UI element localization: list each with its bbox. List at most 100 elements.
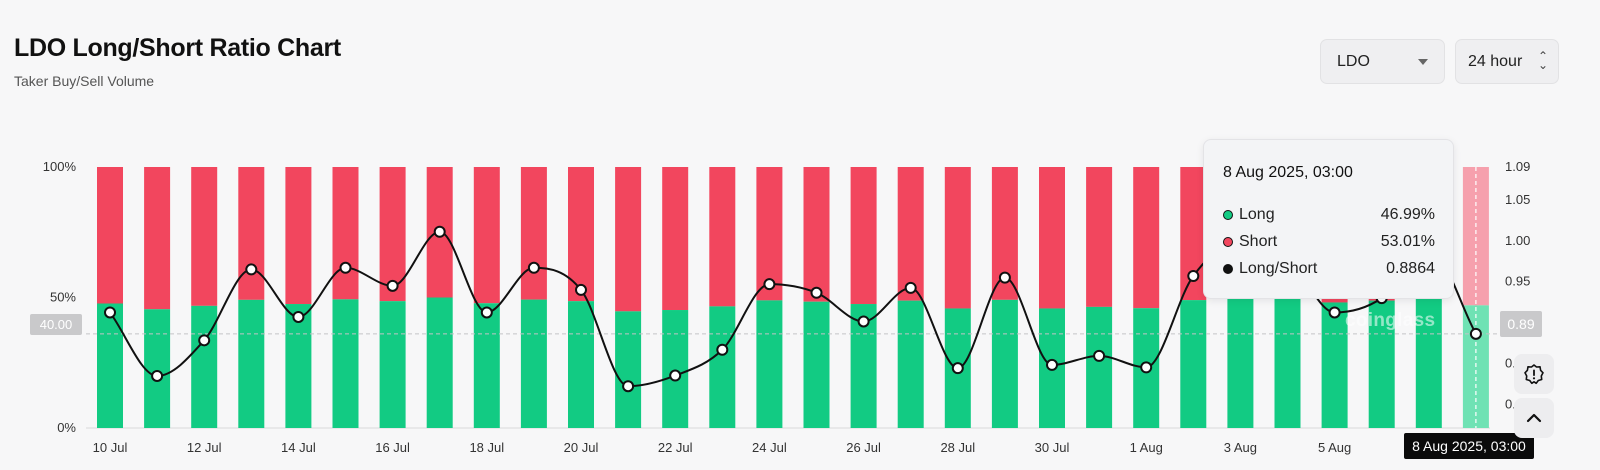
short-bar — [803, 167, 830, 302]
x-axis: 10 Jul 12 Jul 14 Jul 16 Jul 18 Jul 20 Jul 22 J… — [93, 440, 1352, 455]
long-bar — [379, 301, 406, 428]
ratio-point — [857, 315, 870, 328]
ratio-point — [951, 362, 964, 375]
alert-icon — [1524, 364, 1544, 385]
ratio-point — [1093, 349, 1106, 362]
crosshair-right-value: 0.89 — [1500, 311, 1542, 337]
long-bar — [426, 297, 453, 428]
long-bar — [615, 311, 642, 428]
up-down-icon: ⌃ ⌄ — [1537, 49, 1548, 72]
ratio-point — [763, 278, 776, 291]
watermark: coinglass — [1345, 310, 1436, 331]
long-bar — [991, 299, 1018, 428]
ratio-point — [151, 369, 164, 382]
symbol-select[interactable]: LDO — [1320, 39, 1445, 84]
x-tick-label: 20 Jul — [564, 440, 599, 455]
x-tick-label: 12 Jul — [187, 440, 222, 455]
alert-button[interactable] — [1514, 354, 1554, 394]
short-bar — [285, 167, 312, 305]
long-bar — [1415, 298, 1442, 428]
short-bar — [662, 167, 689, 311]
long-bar — [803, 301, 830, 428]
short-bar — [615, 167, 642, 312]
short-bar — [332, 167, 359, 300]
short-color-dot — [1223, 237, 1233, 247]
tooltip-value: 0.8864 — [1386, 260, 1435, 277]
tooltip-label: Long/Short — [1239, 260, 1318, 277]
ratio-point — [104, 306, 116, 319]
ratio-point — [198, 334, 211, 347]
ratio-point — [386, 279, 399, 292]
ratio-point — [998, 271, 1011, 284]
long-bar — [1368, 300, 1395, 428]
long-bar — [1227, 298, 1254, 428]
short-bar — [1039, 167, 1065, 309]
y-right-tick-label: 1.05 — [1505, 192, 1530, 207]
short-bar — [756, 167, 783, 301]
crosshair-date-label: 8 Aug 2025, 03:00 — [1404, 433, 1534, 459]
short-bar — [97, 167, 123, 304]
ratio-point — [669, 369, 682, 382]
tooltip-value: 53.01% — [1380, 233, 1435, 250]
tooltip-row-long: Long 46.99% — [1223, 204, 1435, 226]
long-bar — [1180, 300, 1207, 428]
long-bar — [756, 300, 783, 428]
short-bar — [568, 167, 594, 302]
ratio-point — [1140, 361, 1153, 374]
ratio-point — [1328, 306, 1341, 319]
long-bar — [662, 310, 689, 428]
long-bar — [144, 309, 171, 428]
chart-title: LDO Long/Short Ratio Chart — [14, 34, 341, 62]
short-bar — [520, 167, 547, 300]
x-tick-label: 26 Jul — [846, 440, 881, 455]
tooltip-value: 46.99% — [1380, 206, 1435, 223]
x-tick-label: 10 Jul — [93, 440, 128, 455]
y-right-tick-label: 1.09 — [1505, 159, 1530, 174]
x-tick-label: 14 Jul — [281, 440, 316, 455]
range-select-value: 24 hour — [1468, 52, 1523, 70]
x-tick-label: 5 Aug — [1318, 440, 1351, 455]
ratio-point — [810, 286, 823, 299]
symbol-select-value: LDO — [1337, 52, 1370, 70]
short-bar — [897, 167, 924, 301]
long-bar — [1321, 302, 1348, 428]
long-bar — [285, 304, 312, 428]
tooltip-label: Long — [1239, 206, 1275, 223]
ratio-point — [1469, 327, 1482, 340]
chevron-up-icon — [1526, 413, 1542, 423]
y-left-tick-label: 50% — [50, 290, 76, 305]
crosshair-left-value: 40.00 — [30, 314, 82, 335]
tooltip-row-short: Short 53.01% — [1223, 231, 1435, 253]
short-bar — [1462, 167, 1489, 306]
long-bar — [1274, 298, 1301, 428]
long-bar — [709, 306, 736, 428]
y-left-tick-label: 0% — [57, 420, 76, 435]
y-left-tick-label: 100% — [43, 159, 77, 174]
ratio-point — [1187, 269, 1200, 282]
ratio-point — [339, 261, 352, 274]
y-left-axis: 0% 50% 100% — [43, 159, 77, 435]
ratio-point — [433, 225, 446, 238]
short-bar — [238, 167, 265, 300]
long-bar — [568, 301, 594, 428]
y-right-tick-label: 0.95 — [1505, 274, 1530, 289]
long-bar — [1086, 306, 1113, 428]
long-bar — [191, 305, 218, 428]
short-bar — [709, 167, 736, 307]
ratio-color-dot — [1223, 264, 1233, 274]
scroll-top-button[interactable] — [1514, 398, 1554, 438]
ratio-point — [622, 380, 635, 393]
tooltip-label: Short — [1239, 233, 1278, 250]
ratio-point — [527, 261, 540, 274]
long-bar — [238, 299, 265, 428]
long-bar — [332, 299, 359, 428]
ratio-point — [292, 310, 305, 323]
chart-tooltip: 8 Aug 2025, 03:00 Long 46.99% Short 53.0… — [1203, 139, 1454, 299]
x-tick-label: 30 Jul — [1035, 440, 1070, 455]
ratio-point — [904, 281, 917, 294]
short-bar — [1086, 167, 1113, 307]
range-select[interactable]: 24 hour ⌃ ⌄ — [1455, 39, 1559, 84]
tooltip-row-ratio: Long/Short 0.8864 — [1223, 258, 1435, 280]
crosshair — [86, 167, 1498, 428]
long-bar — [97, 303, 123, 428]
